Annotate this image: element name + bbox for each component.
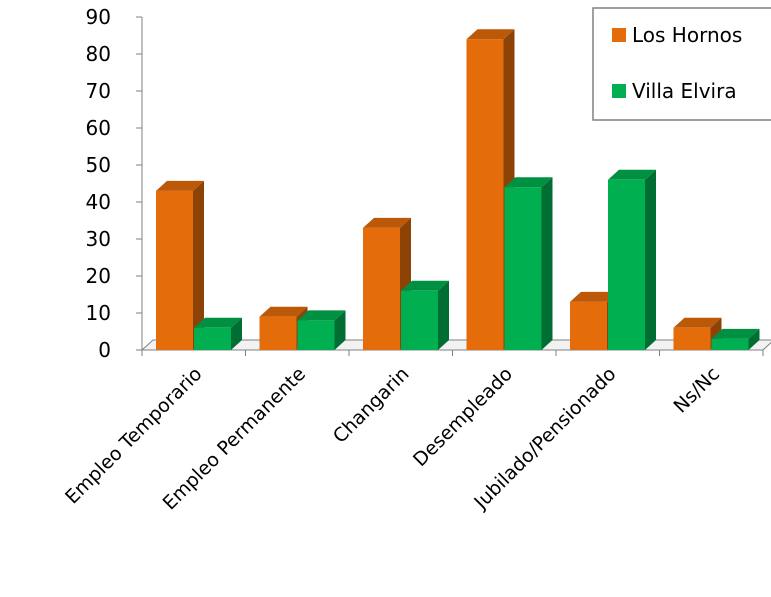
legend-label-villa-elvira: Villa Elvira (632, 79, 737, 103)
bar-front (504, 187, 542, 350)
bar-front (673, 327, 711, 350)
bar-side (334, 310, 346, 350)
bar-side (748, 328, 760, 350)
y-tick-label: 20 (86, 264, 111, 288)
x-tick-label: Desempleado (409, 363, 517, 471)
bar-front (259, 316, 297, 350)
bar-front (711, 338, 749, 350)
bar-top (608, 169, 656, 180)
bar-top (259, 306, 308, 317)
bar-side (645, 169, 656, 350)
y-tick-label: 40 (86, 190, 111, 214)
x-tick-label: Changarin (329, 363, 414, 448)
bars (156, 29, 760, 350)
bar-villa-elvira-0 (194, 317, 242, 350)
bar-villa-elvira-1 (297, 310, 346, 350)
y-tick-label: 80 (86, 42, 111, 66)
y-tick-label: 70 (86, 79, 111, 103)
bar-front (466, 39, 504, 350)
bar-front (570, 301, 607, 350)
bar-top (156, 180, 204, 191)
bar-villa-elvira-4 (608, 169, 656, 350)
y-tick-label: 30 (86, 227, 111, 251)
y-tick-label: 90 (86, 5, 111, 29)
bar-top (570, 291, 618, 302)
bar-side (231, 317, 242, 350)
legend-swatch-villa-elvira (612, 84, 626, 98)
bar-top (466, 29, 515, 40)
bar-front (608, 179, 645, 350)
bar-side (438, 280, 449, 350)
legend-label-los-hornos: Los Hornos (632, 23, 742, 47)
bar-villa-elvira-3 (504, 177, 553, 350)
bar-villa-elvira-2 (401, 280, 449, 350)
bar-top (401, 280, 449, 291)
bar-side (541, 177, 553, 350)
x-tick-label: Ns/Nc (669, 363, 724, 418)
bar-top (711, 328, 760, 339)
legend-box (592, 7, 771, 121)
bar-front (156, 190, 193, 350)
bar-top (297, 310, 346, 321)
bar-top (363, 217, 411, 228)
bar-top (673, 317, 722, 328)
y-tick-label: 10 (86, 301, 111, 325)
y-tick-label: 60 (86, 116, 111, 140)
y-tick-label: 50 (86, 153, 111, 177)
bar-front (297, 320, 335, 350)
bar-side (193, 180, 204, 350)
bar-top (504, 177, 553, 188)
bar-top (194, 317, 242, 328)
bar-villa-elvira-5 (711, 328, 760, 350)
bar-los-hornos-0 (156, 180, 204, 350)
legend: Los Hornos Villa Elvira (592, 7, 771, 121)
bar-front (194, 327, 231, 350)
bar-front (363, 227, 400, 350)
bar-front (401, 290, 438, 350)
y-tick-label: 0 (98, 338, 111, 362)
legend-swatch-los-hornos (612, 28, 626, 42)
